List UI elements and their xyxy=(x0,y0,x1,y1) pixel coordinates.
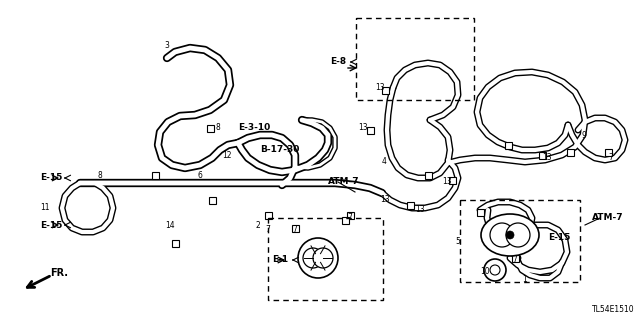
Text: 5: 5 xyxy=(455,238,460,247)
Bar xyxy=(460,200,580,282)
Circle shape xyxy=(506,231,514,239)
Bar xyxy=(356,18,474,100)
Text: 2: 2 xyxy=(255,220,260,229)
Text: 9: 9 xyxy=(582,130,587,139)
Text: 13: 13 xyxy=(358,123,368,132)
Bar xyxy=(566,149,573,155)
Text: ATM-7: ATM-7 xyxy=(592,213,623,222)
Bar xyxy=(172,240,179,247)
Circle shape xyxy=(298,238,338,278)
Circle shape xyxy=(490,265,500,275)
Bar xyxy=(346,211,353,219)
Text: 3: 3 xyxy=(164,41,170,49)
Bar xyxy=(605,149,611,155)
Text: E-15: E-15 xyxy=(40,174,62,182)
Text: E-15: E-15 xyxy=(40,220,62,229)
Text: 11: 11 xyxy=(40,204,50,212)
Circle shape xyxy=(490,223,514,247)
Bar xyxy=(424,172,431,179)
Bar xyxy=(152,172,159,179)
Bar xyxy=(406,202,413,209)
Bar xyxy=(342,217,349,224)
Bar xyxy=(207,124,214,131)
Text: FR.: FR. xyxy=(50,268,68,278)
Circle shape xyxy=(484,259,506,281)
Circle shape xyxy=(313,248,333,268)
Text: 7: 7 xyxy=(348,213,353,222)
Bar xyxy=(504,142,511,149)
Text: 8: 8 xyxy=(98,170,102,180)
Bar xyxy=(538,152,545,159)
Bar xyxy=(511,255,518,262)
Ellipse shape xyxy=(481,214,539,256)
Text: 7: 7 xyxy=(266,226,271,234)
Circle shape xyxy=(506,223,530,247)
Text: E-15: E-15 xyxy=(548,234,570,242)
Text: 4: 4 xyxy=(382,158,387,167)
Text: ATM-7: ATM-7 xyxy=(328,177,360,187)
Bar xyxy=(209,197,216,204)
Bar xyxy=(268,218,383,300)
Text: 13: 13 xyxy=(380,196,390,204)
Bar xyxy=(449,176,456,183)
Text: E-3-10: E-3-10 xyxy=(238,123,270,132)
Bar xyxy=(477,209,483,216)
Text: 8: 8 xyxy=(215,123,220,132)
Text: B-17-30: B-17-30 xyxy=(260,145,300,154)
Bar xyxy=(264,211,271,219)
Text: 14: 14 xyxy=(165,220,175,229)
Text: E-8: E-8 xyxy=(330,57,346,66)
Text: 7: 7 xyxy=(608,153,613,162)
Text: TL54E1510: TL54E1510 xyxy=(593,305,635,314)
Text: 10: 10 xyxy=(481,268,490,277)
Text: 13: 13 xyxy=(415,205,424,214)
Text: 6: 6 xyxy=(198,170,202,180)
Text: 13: 13 xyxy=(376,84,385,93)
Bar xyxy=(367,127,374,133)
Bar xyxy=(381,86,388,93)
Circle shape xyxy=(303,248,323,268)
Text: 13: 13 xyxy=(542,153,552,162)
Text: 12: 12 xyxy=(223,151,232,160)
Text: 7: 7 xyxy=(292,226,298,234)
Text: 7: 7 xyxy=(513,256,517,264)
Text: 13: 13 xyxy=(442,177,452,187)
Text: E-1: E-1 xyxy=(272,256,288,264)
Text: 1: 1 xyxy=(523,276,527,285)
Bar xyxy=(291,225,298,232)
